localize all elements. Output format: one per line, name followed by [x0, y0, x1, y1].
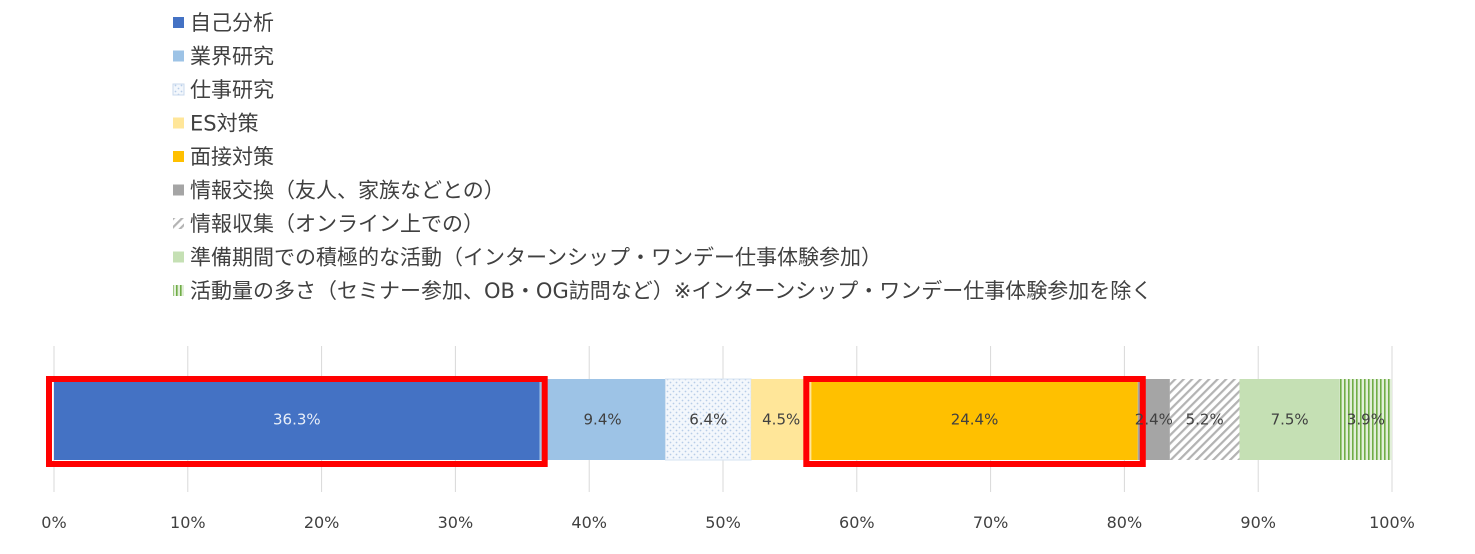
x-tick-label: 60%: [839, 513, 875, 532]
legend-label: 面接対策: [190, 145, 274, 169]
legend-label: 準備期間での積極的な活動（インターンシップ・ワンデー仕事体験参加）: [190, 246, 882, 270]
x-tick-label: 70%: [973, 513, 1009, 532]
x-axis-ticks: 0% 10% 20% 30% 40% 50% 60% 70% 80% 90% 100%: [41, 513, 1415, 532]
legend-swatch: [173, 117, 184, 129]
bar-segment: [539, 379, 666, 460]
legend-swatch: [172, 83, 185, 96]
bar-segment: [1339, 379, 1392, 460]
bar-segment: [54, 379, 540, 460]
data-label: 6.4%: [689, 411, 727, 429]
data-label: 36.3%: [273, 411, 321, 429]
legend-label: 情報収集（オンライン上での）: [190, 212, 484, 236]
legend-label: 自己分析: [190, 11, 274, 35]
x-tick-label: 100%: [1369, 513, 1415, 532]
legend-swatch: [173, 285, 184, 296]
bar-segments: [54, 378, 1392, 461]
data-labels: 36.3% 9.4% 6.4% 4.5% 24.4% 2.4% 5.2% 7.5% 3.9%: [273, 411, 1385, 429]
legend-swatch: [173, 218, 184, 229]
legend-label: 仕事研究: [190, 78, 274, 102]
x-tick-label: 0%: [41, 513, 66, 532]
legend-label: 活動量の多さ（セミナー参加、OB・OG訪問など）※インターンシップ・ワンデー仕事…: [190, 279, 1152, 303]
legend-swatch: [173, 151, 184, 162]
legend-swatch: [173, 251, 184, 263]
legend-swatch: [173, 50, 184, 62]
x-tick-label: 90%: [1240, 513, 1276, 532]
x-tick-label: 80%: [1107, 513, 1143, 532]
bar-segment: [1239, 379, 1340, 460]
data-label: 3.9%: [1347, 411, 1385, 429]
data-label: 24.4%: [951, 411, 999, 429]
bar-segment: [811, 379, 1138, 460]
legend-swatch: [173, 184, 184, 196]
highlight-box: [46, 376, 548, 467]
highlight-box: [803, 376, 1146, 467]
legend-label: 情報交換（友人、家族などとの）: [190, 179, 505, 203]
data-label: 4.5%: [762, 411, 800, 429]
data-label: 5.2%: [1186, 411, 1224, 429]
bar-segment: [1169, 379, 1240, 460]
data-label: 2.4%: [1135, 411, 1173, 429]
legend-swatch: [173, 17, 184, 28]
x-tick-label: 50%: [705, 513, 741, 532]
legend-label: 業界研究: [190, 45, 274, 69]
bar-segment: [664, 378, 752, 461]
highlight-boxes: [46, 376, 1146, 467]
data-label: 7.5%: [1271, 411, 1309, 429]
x-tick-label: 40%: [571, 513, 607, 532]
bar-segment: [751, 379, 812, 460]
x-tick-label: 30%: [438, 513, 474, 532]
x-tick-label: 10%: [170, 513, 206, 532]
x-tick-label: 20%: [304, 513, 340, 532]
legend-label: ES対策: [190, 112, 259, 136]
data-label: 9.4%: [584, 411, 622, 429]
